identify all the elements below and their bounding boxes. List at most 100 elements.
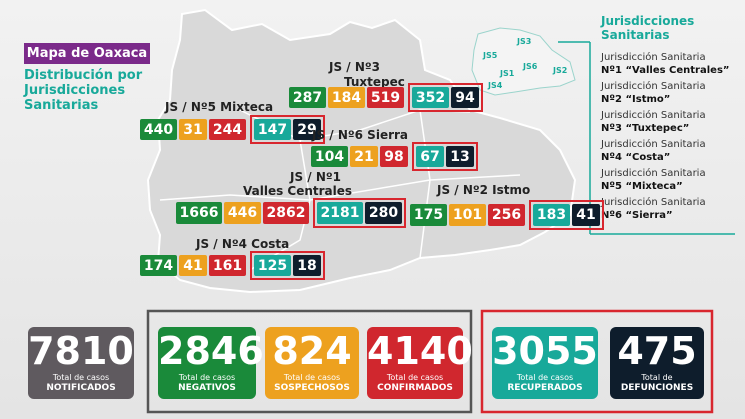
total-label: Total de casos <box>52 373 110 382</box>
total-card: 475 Total de DEFUNCIONES <box>610 327 704 399</box>
total-card: 824 Total de casos SOSPECHOSOS <box>265 327 359 399</box>
total-card: 4140 Total de casos CONFIRMADOS <box>367 327 473 399</box>
case-row: 104 21 98 67 13 <box>311 142 478 171</box>
total-label: NOTIFICADOS <box>46 383 116 393</box>
total-card: 3055 Total de casos RECUPERADOS <box>492 327 598 399</box>
outcome-group: 183 41 <box>529 200 604 230</box>
case-count: 98 <box>380 146 408 167</box>
case-count: 175 <box>410 204 447 226</box>
total-value: 3055 <box>492 329 598 373</box>
case-count: 174 <box>140 255 177 276</box>
case-count: 125 <box>254 255 291 276</box>
case-count: 440 <box>140 119 177 140</box>
case-count: 519 <box>367 87 404 108</box>
inset-label: JS4 <box>487 81 503 90</box>
legend: Jurisdicciones Sanitarias Jurisdicción San… <box>601 14 729 226</box>
case-count: 104 <box>311 146 348 167</box>
case-count: 244 <box>209 119 246 140</box>
total-value: 7810 <box>28 329 134 373</box>
total-card: 7810 Total de casos NOTIFICADOS <box>28 327 134 399</box>
subtitle-line: Jurisdicciones <box>24 83 126 98</box>
case-count: 13 <box>446 146 474 167</box>
case-count: 147 <box>254 119 291 140</box>
inset-label: JS3 <box>516 37 531 46</box>
case-count: 94 <box>451 87 479 108</box>
case-count: 2862 <box>263 202 309 224</box>
total-value: 824 <box>272 329 352 373</box>
inset-label: JS6 <box>522 62 538 71</box>
total-label: NEGATIVOS <box>178 383 236 393</box>
jurisdiction-label: JS / Nº4 Costa <box>196 237 290 251</box>
case-row: 1666 446 2862 2181 280 <box>176 198 406 228</box>
total-label: Total de <box>641 373 673 382</box>
total-label: RECUPERADOS <box>507 383 583 393</box>
legend-name: Nº4 “Costa” <box>601 152 671 163</box>
inset-label: JS1 <box>499 69 515 78</box>
jurisdiction-label: JS / Nº2 Istmo <box>437 183 531 197</box>
title: Mapa de Oaxaca <box>24 43 150 64</box>
case-count: 184 <box>328 87 365 108</box>
case-count: 352 <box>412 87 449 108</box>
case-count: 18 <box>293 255 321 276</box>
case-count: 21 <box>350 146 378 167</box>
case-count: 446 <box>224 202 261 224</box>
jurisdiction-label: JS / Nº5 Mixteca <box>165 100 274 114</box>
case-count: 183 <box>533 204 570 226</box>
negatives-frame <box>146 309 473 414</box>
total-label: CONFIRMADOS <box>377 383 453 393</box>
case-count: 280 <box>365 202 402 224</box>
total-label: DEFUNCIONES <box>620 383 694 393</box>
legend-name: Nº3 “Tuxtepec” <box>601 123 690 134</box>
legend-line: Jurisdicción Sanitaria <box>601 139 706 150</box>
legend-name: Nº5 “Mixteca” <box>601 181 683 192</box>
outcome-group: 67 13 <box>412 142 478 171</box>
case-count: 287 <box>289 87 326 108</box>
legend-title: Jurisdicciones <box>601 14 695 28</box>
jurisdiction-label: JS / Nº1 <box>290 170 342 184</box>
outcome-group: 352 94 <box>408 83 483 112</box>
jurisdiction-label: Tuxtepec <box>344 75 405 89</box>
legend-line: Jurisdicción Sanitaria <box>601 81 706 92</box>
legend-name: Nº1 “Valles Centrales” <box>601 65 730 76</box>
case-count: 31 <box>179 119 207 140</box>
case-row: 175 101 256 183 41 <box>410 200 604 230</box>
outcome-group: 125 18 <box>250 251 325 280</box>
legend-line: Jurisdicción Sanitaria <box>601 52 706 63</box>
legend-line: Jurisdicción Sanitaria <box>601 197 706 208</box>
case-row: 287 184 519 352 94 <box>289 83 483 112</box>
jurisdiction-label: JS / Nº6 Sierra <box>312 128 409 142</box>
total-value: 475 <box>617 329 697 373</box>
legend-line: Jurisdicción Sanitaria <box>601 168 706 179</box>
legend-name: Nº6 “Sierra” <box>601 210 673 221</box>
outcomes-frame <box>480 309 714 414</box>
legend-name: Nº2 “Istmo” <box>601 94 671 105</box>
subtitle: Distribución por Jurisdicciones Sanitarias <box>24 68 142 113</box>
case-row: 440 31 244 147 29 <box>140 115 325 144</box>
spacer <box>601 42 729 52</box>
case-count: 41 <box>179 255 207 276</box>
subtitle-line: Sanitarias <box>24 98 99 113</box>
jurisdiction-label: JS / Nº3 <box>329 60 381 74</box>
total-value: 4140 <box>367 329 473 373</box>
outcome-group: 147 29 <box>250 115 325 144</box>
case-count: 101 <box>449 204 486 226</box>
total-value: 2846 <box>158 329 264 373</box>
legend-line: Jurisdicción Sanitaria <box>601 110 706 121</box>
legend-title: Sanitarias <box>601 28 670 42</box>
inset-map <box>471 27 576 96</box>
case-count: 1666 <box>176 202 222 224</box>
subtitle-line: Distribución por <box>24 68 143 83</box>
case-row: 174 41 161 125 18 <box>140 251 325 280</box>
case-count: 29 <box>293 119 321 140</box>
total-label: SOSPECHOSOS <box>274 383 350 393</box>
case-count: 67 <box>416 146 444 167</box>
inset-label: JS2 <box>552 66 567 75</box>
total-label: Total de casos <box>283 373 341 382</box>
total-label: Total de casos <box>386 373 444 382</box>
total-label: Total de casos <box>516 373 574 382</box>
case-count: 41 <box>572 204 600 226</box>
case-count: 256 <box>488 204 525 226</box>
case-count: 2181 <box>317 202 363 224</box>
total-label: Total de casos <box>178 373 236 382</box>
